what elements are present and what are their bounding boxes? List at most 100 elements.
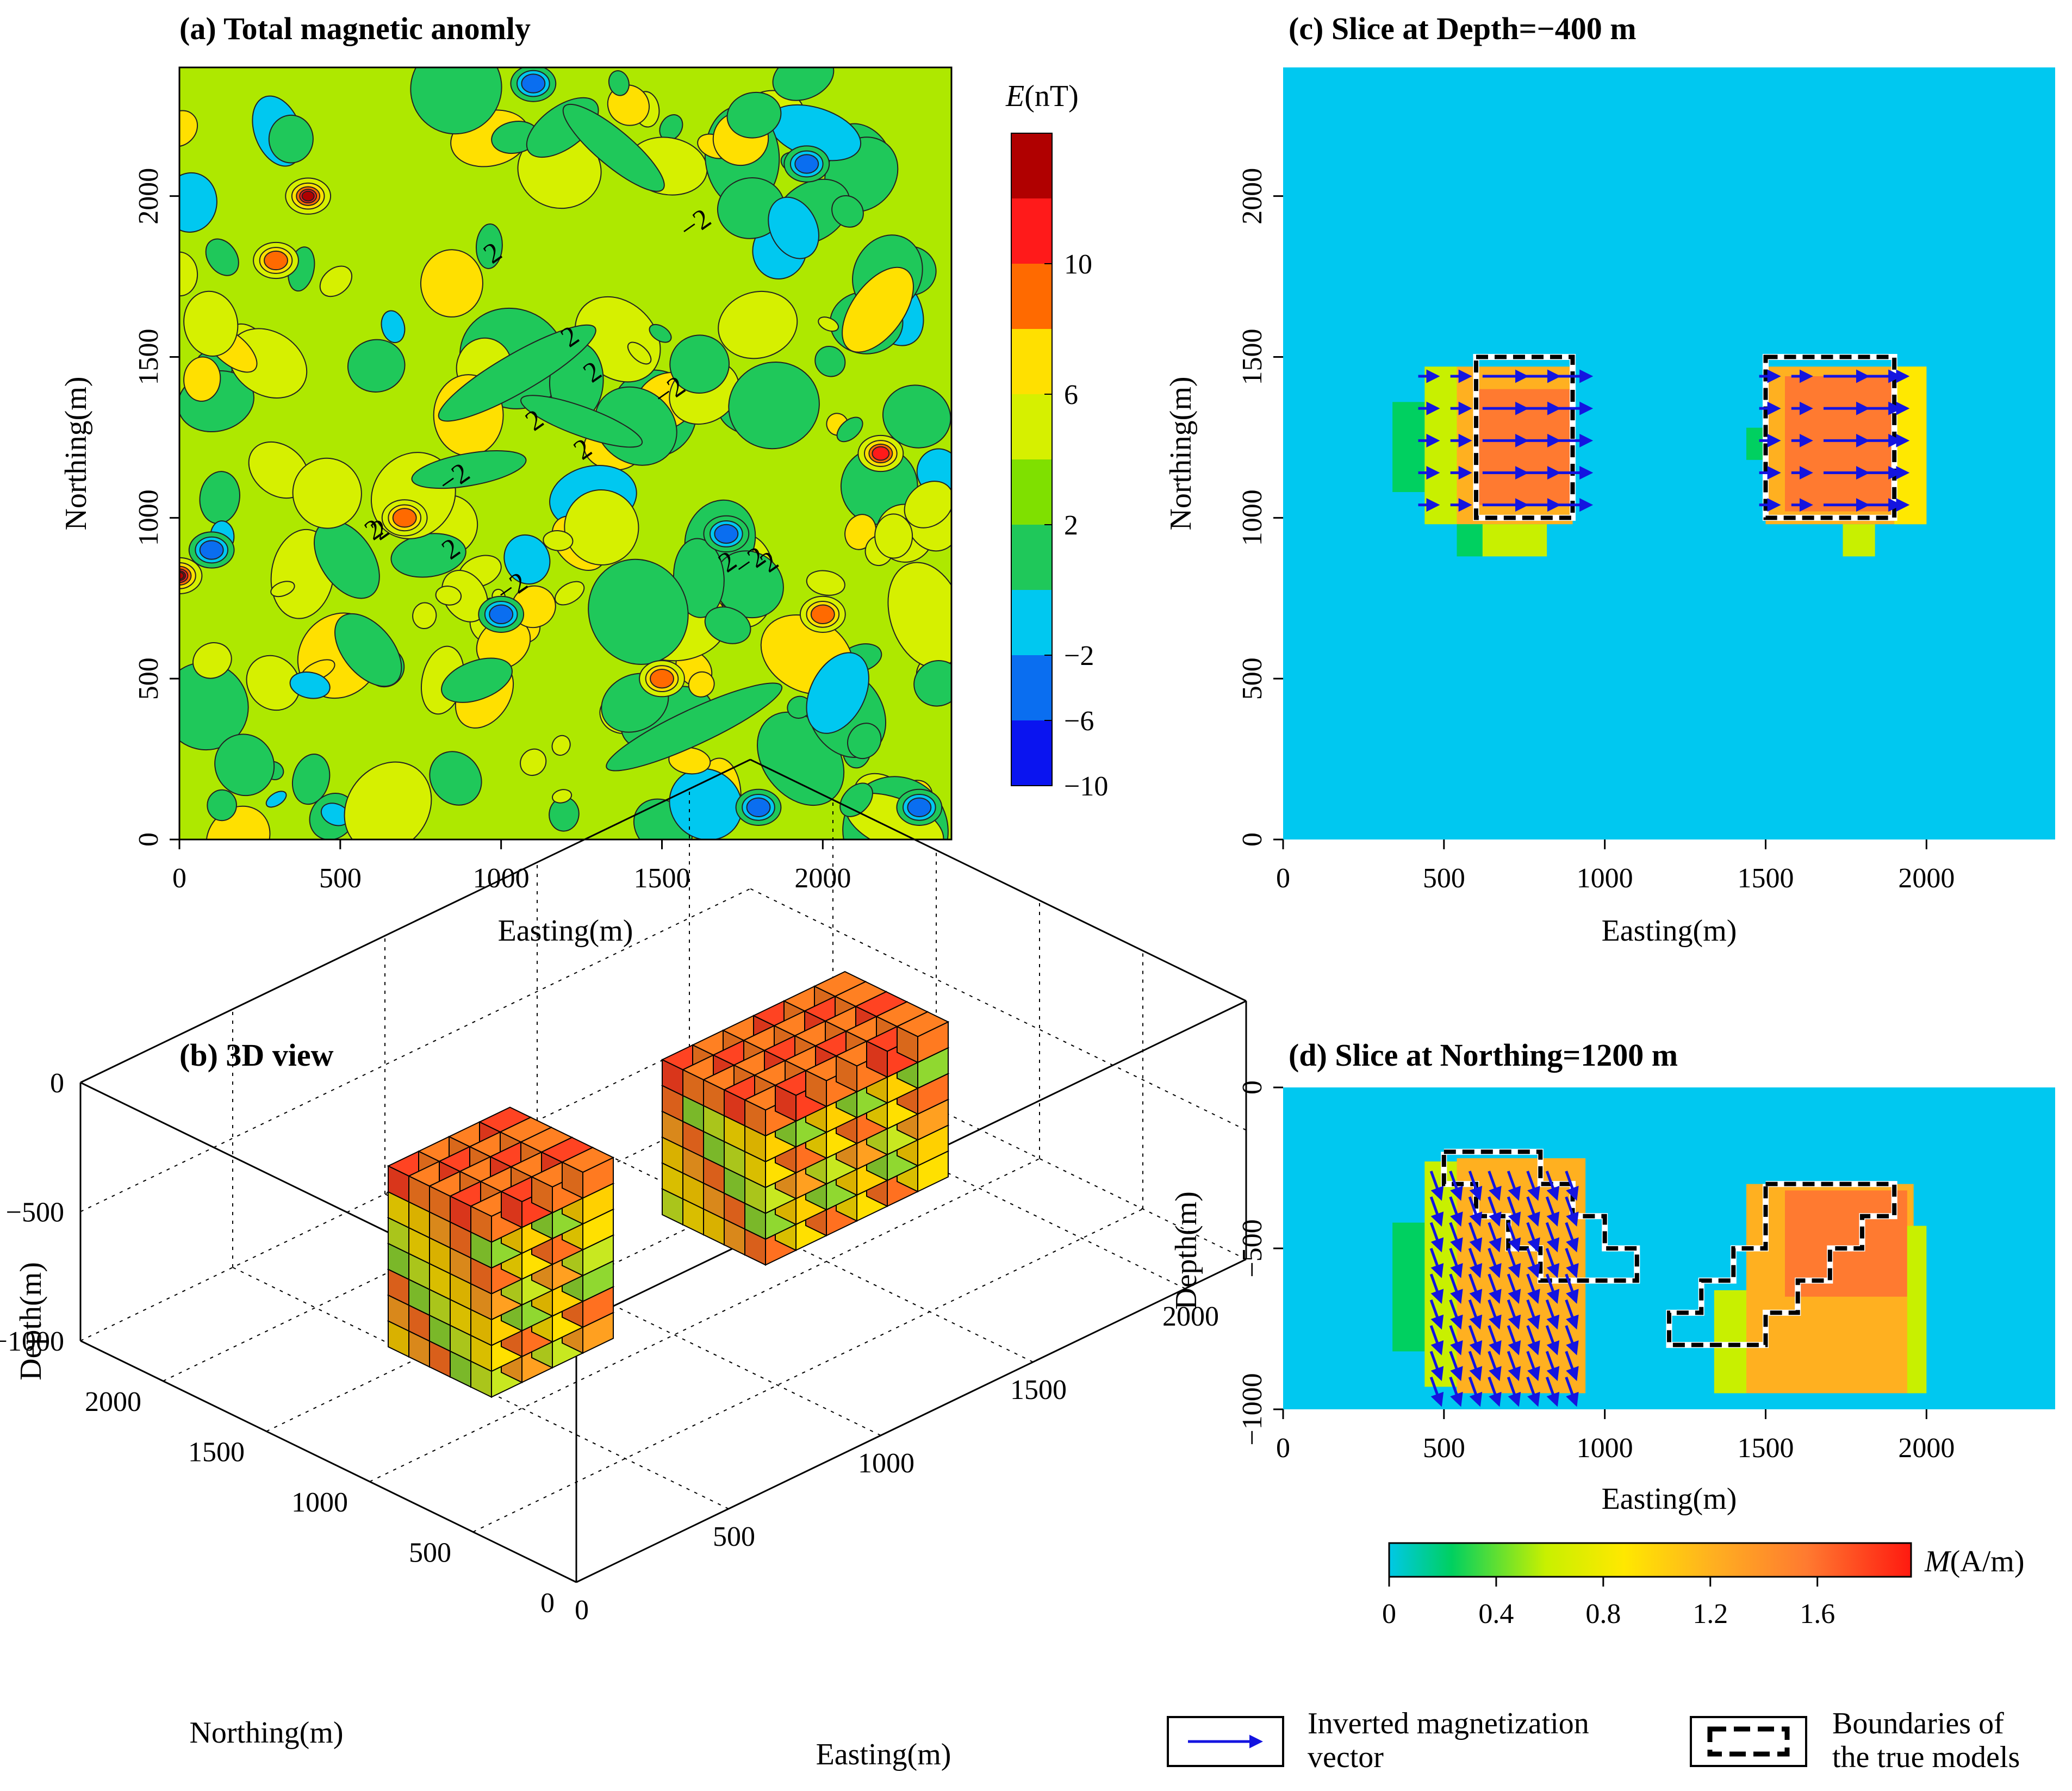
slice-cell bbox=[1476, 389, 1573, 505]
colorbar-E-band bbox=[1011, 459, 1052, 525]
colorbar-E-band bbox=[1011, 525, 1052, 590]
anomaly-peak bbox=[857, 434, 904, 472]
xtick-label: 1500 bbox=[1738, 863, 1794, 894]
magnetization-vector bbox=[1545, 1222, 1560, 1253]
colorbar-E-tick-label: −6 bbox=[1064, 706, 1094, 737]
magnetization-vector bbox=[1449, 1171, 1463, 1201]
anomaly-peak bbox=[253, 241, 299, 279]
easting-tick-label: 500 bbox=[713, 1521, 755, 1552]
anomaly-contours bbox=[179, 67, 951, 839]
anomaly-blob bbox=[726, 91, 782, 139]
magnetization-vector bbox=[1565, 1325, 1579, 1355]
voxel-face bbox=[501, 1190, 522, 1229]
3d-voxels bbox=[387, 971, 950, 1398]
box-edge bbox=[80, 888, 751, 1212]
magnetization-vector bbox=[1468, 1222, 1483, 1253]
magnetization-vector bbox=[1545, 1325, 1560, 1355]
voxel-face bbox=[897, 1025, 918, 1064]
voxel-face bbox=[866, 1040, 888, 1078]
magnetization-vector bbox=[1565, 1351, 1579, 1382]
magnetization-vector bbox=[1449, 1196, 1463, 1227]
anomaly-peak-level bbox=[264, 250, 288, 271]
xtick-label: 2000 bbox=[1898, 1433, 1955, 1464]
magnetization-vector bbox=[1449, 1222, 1463, 1253]
panel-a-xlabel: Easting(m) bbox=[498, 914, 633, 948]
magnetization-vector bbox=[1507, 1248, 1521, 1278]
anomaly-blob bbox=[441, 657, 513, 703]
legend-arrow-box bbox=[1167, 1716, 1284, 1767]
box-edge bbox=[472, 1208, 1143, 1533]
northing-tick-label: 0 bbox=[540, 1588, 555, 1619]
anomaly-peak bbox=[799, 595, 846, 633]
magnetization-vector bbox=[1488, 1376, 1502, 1407]
xtick-label: 1500 bbox=[1738, 1433, 1794, 1464]
anomaly-blob bbox=[831, 195, 864, 228]
colorbar-E: E(nT) 10 6 2 −2 −6 −10 bbox=[1005, 79, 1108, 802]
true-boundary bbox=[1474, 355, 1575, 520]
anomaly-blob bbox=[265, 791, 287, 808]
colorbar-M-ticks: 0 0.4 0.8 1.2 1.6 bbox=[1382, 1577, 1835, 1630]
anomaly-blob bbox=[818, 316, 839, 332]
anomaly-band bbox=[562, 103, 665, 192]
panel-b-easting-label: Easting(m) bbox=[816, 1738, 951, 1771]
magnetization-vector bbox=[1565, 1273, 1579, 1304]
ytick-label: 0 bbox=[1237, 1080, 1268, 1094]
slice-d-vectors bbox=[1429, 1171, 1579, 1407]
panel-c-title: (c) Slice at Depth=−400 m bbox=[1289, 11, 1637, 46]
box-edge bbox=[80, 758, 751, 1084]
magnetization-vector bbox=[1449, 1351, 1463, 1382]
colorbar-E-tick-label: 10 bbox=[1064, 249, 1092, 280]
anomaly-blob bbox=[246, 655, 301, 711]
magnetization-vector bbox=[1488, 1351, 1502, 1382]
anomaly-blob bbox=[806, 570, 845, 596]
panel-a-frame bbox=[178, 66, 953, 841]
box-edge bbox=[80, 1017, 751, 1341]
easting-tick-label: 0 bbox=[575, 1595, 589, 1626]
panel-c: (c) Slice at Depth=−400 m 0 500 1000 1500 20… bbox=[1164, 11, 2055, 948]
slice-cell bbox=[1424, 366, 1457, 525]
panel-b-title: (b) 3D view bbox=[179, 1037, 334, 1073]
ytick-label: 1500 bbox=[1237, 329, 1268, 385]
anomaly-blob bbox=[874, 513, 913, 559]
colorbar-M-tick-label: 0.4 bbox=[1478, 1599, 1514, 1630]
panel-b-northing-label: Northing(m) bbox=[189, 1716, 343, 1750]
slice-cell bbox=[1894, 366, 1927, 525]
colorbar-E-frame bbox=[1011, 133, 1053, 786]
anomaly-blob bbox=[552, 789, 573, 804]
anomaly-blob bbox=[882, 384, 951, 449]
anomaly-blob bbox=[270, 581, 295, 598]
anomaly-blob bbox=[268, 114, 314, 164]
voxel-face bbox=[744, 1099, 766, 1137]
magnetization-vector bbox=[1545, 1376, 1560, 1407]
ytick-label: 0 bbox=[1237, 832, 1268, 847]
xtick-label: 2000 bbox=[794, 863, 851, 894]
voxel-face bbox=[531, 1176, 553, 1214]
legend-arrow-label-1: Inverted magnetization bbox=[1308, 1707, 1589, 1740]
magnetization-vector bbox=[1507, 1351, 1521, 1382]
anomaly-blob bbox=[475, 223, 503, 269]
z-tick-label: −500 bbox=[6, 1197, 64, 1228]
colorbar-E-band bbox=[1011, 133, 1052, 198]
anomaly-blob bbox=[842, 266, 914, 353]
ytick-label: 1500 bbox=[133, 329, 164, 385]
anomaly-band bbox=[520, 395, 643, 448]
magnetization-vector bbox=[1526, 1196, 1540, 1227]
panel-d-xticks: 0 500 1000 1500 2000 bbox=[1276, 1409, 1955, 1464]
panel-a-xticks: 0 500 1000 1500 2000 bbox=[172, 839, 851, 894]
xtick-label: 500 bbox=[319, 863, 362, 894]
magnetization-vector bbox=[1468, 1299, 1483, 1330]
panel-d: (d) Slice at Northing=1200 m 0 500 1000 150… bbox=[1169, 1037, 2055, 1516]
magnetization-vector bbox=[1449, 1325, 1463, 1355]
colorbar-M-label: M(A/m) bbox=[1924, 1545, 2025, 1578]
box-edge bbox=[80, 1340, 577, 1583]
panel-d-slice bbox=[1283, 1087, 2055, 1409]
anomaly-peak-level bbox=[392, 508, 417, 528]
anomaly-blob bbox=[728, 361, 820, 450]
anomaly-blob bbox=[381, 310, 406, 344]
anomaly-blob bbox=[292, 457, 362, 529]
anomaly-blob bbox=[214, 733, 275, 797]
anomaly-band bbox=[606, 682, 783, 772]
magnetization-vector bbox=[1545, 1351, 1560, 1382]
magnetization-vector bbox=[1488, 1171, 1502, 1201]
